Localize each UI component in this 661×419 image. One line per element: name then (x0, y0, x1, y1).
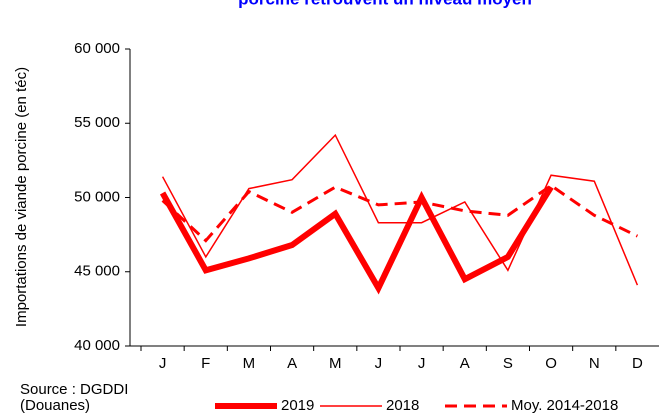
y-axis-label: Importations de viande porcine (en téc) (13, 67, 30, 327)
legend-label: Moy. 2014-2018 (511, 397, 618, 414)
legend-label: 2018 (386, 397, 419, 414)
y-tick-label: 50 000 (74, 188, 120, 205)
y-tick-label: 40 000 (74, 337, 120, 354)
series-line (159, 185, 554, 295)
series-line (161, 183, 639, 243)
x-tick-label: J (159, 355, 167, 372)
y-tick-label: 45 000 (74, 263, 120, 280)
x-tick-label: A (287, 355, 297, 372)
x-tick-label: F (201, 355, 210, 372)
x-tick-label: N (589, 355, 600, 372)
x-tick-label: S (503, 355, 513, 372)
source: Source : DGDDI (20, 381, 128, 398)
series-line (161, 133, 639, 286)
x-tick-label: J (418, 355, 426, 372)
chart-title: porcine retrouvent un niveau moyen (238, 0, 532, 8)
y-tick-label: 55 000 (74, 114, 120, 131)
x-tick-label: M (329, 355, 342, 372)
x-tick-label: A (460, 355, 470, 372)
y-tick-label: 60 000 (74, 40, 120, 57)
x-tick-label: M (243, 355, 256, 372)
x-tick-label: O (545, 355, 557, 372)
legend-label: 2019 (281, 397, 314, 414)
x-tick-label: D (632, 355, 643, 372)
source: (Douanes) (20, 397, 90, 414)
x-tick-label: J (375, 355, 383, 372)
